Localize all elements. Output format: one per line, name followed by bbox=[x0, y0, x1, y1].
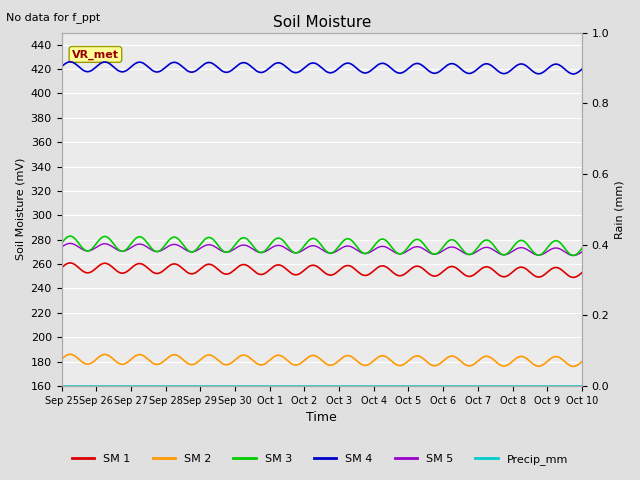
Y-axis label: Rain (mm): Rain (mm) bbox=[615, 180, 625, 239]
Text: VR_met: VR_met bbox=[72, 49, 119, 60]
Legend: SM 1, SM 2, SM 3, SM 4, SM 5, Precip_mm: SM 1, SM 2, SM 3, SM 4, SM 5, Precip_mm bbox=[68, 450, 572, 469]
Y-axis label: Soil Moisture (mV): Soil Moisture (mV) bbox=[15, 158, 25, 261]
X-axis label: Time: Time bbox=[307, 411, 337, 424]
Title: Soil Moisture: Soil Moisture bbox=[273, 15, 371, 30]
Text: No data for f_ppt: No data for f_ppt bbox=[6, 12, 100, 23]
